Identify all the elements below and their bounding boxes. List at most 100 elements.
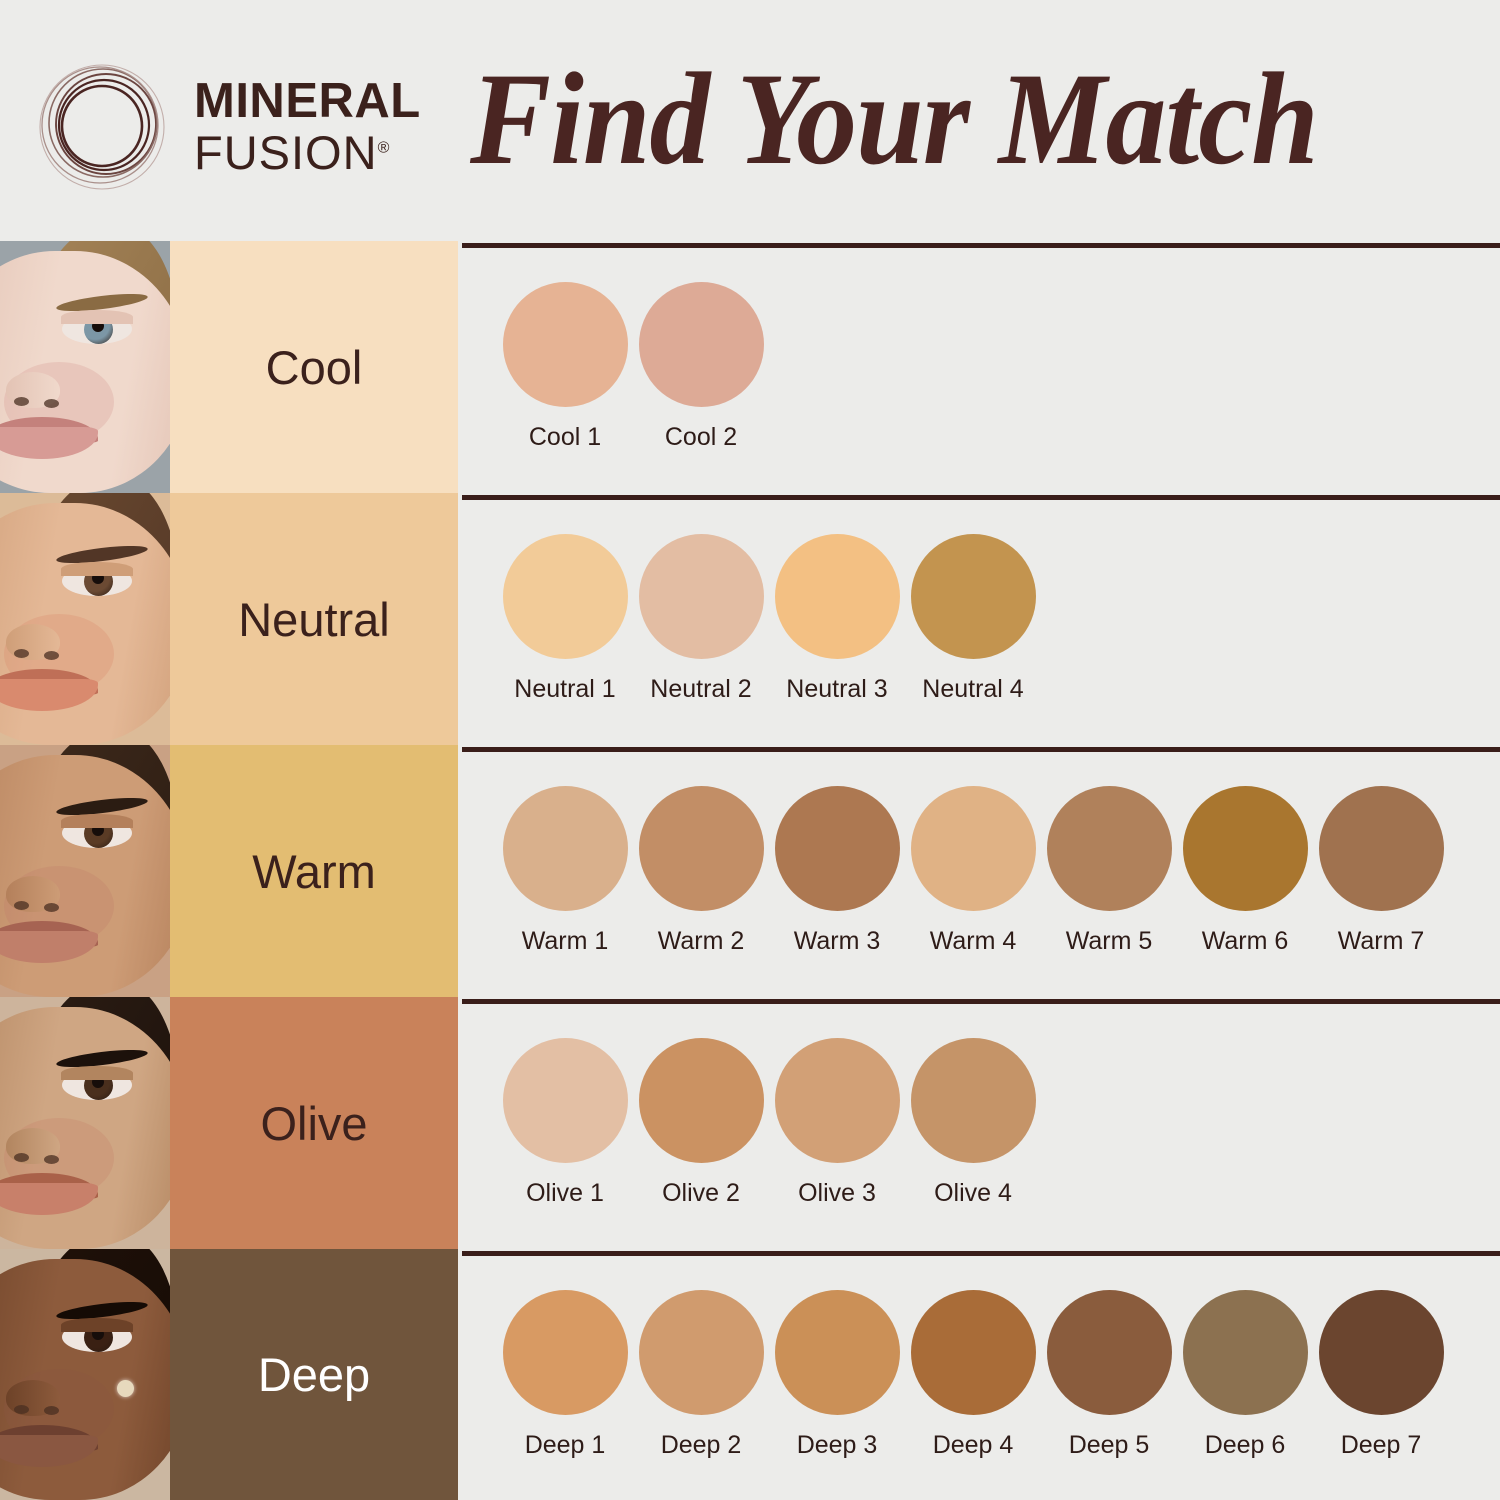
shade-label: Warm 1 — [521, 927, 609, 955]
shade-swatch[interactable] — [774, 534, 900, 659]
shade-label: Deep 2 — [660, 1430, 742, 1459]
shade-label: Warm 7 — [1337, 927, 1425, 955]
shade-swatch[interactable] — [638, 282, 764, 407]
shade-swatch[interactable] — [1318, 1289, 1444, 1415]
swatch-cell[interactable]: Deep 3 — [769, 1289, 905, 1460]
model-photo-neutral — [0, 493, 170, 745]
shade-label: Neutral 4 — [922, 675, 1024, 703]
brand-name-secondary: FUSION® — [194, 129, 421, 176]
swatch-cell[interactable]: Neutral 1 — [497, 534, 633, 704]
shade-swatch[interactable] — [1046, 786, 1172, 911]
swatch-cell[interactable]: Neutral 4 — [905, 534, 1041, 704]
nostril — [14, 649, 29, 659]
swatch-cell[interactable]: Warm 3 — [769, 786, 905, 956]
swatch-cell[interactable]: Olive 1 — [497, 1038, 633, 1208]
swatch-cell[interactable]: Deep 6 — [1177, 1289, 1313, 1460]
swatch-cell[interactable]: Deep 1 — [497, 1289, 633, 1460]
shade-swatch[interactable] — [1182, 786, 1308, 911]
swatch-cell[interactable]: Olive 2 — [633, 1038, 769, 1208]
shade-swatch[interactable] — [910, 534, 1036, 659]
shade-swatch[interactable] — [502, 1289, 628, 1415]
swatch-strip: Deep 1 Deep 2 Deep 3 Deep 4 Deep 5 Deep … — [497, 1249, 1449, 1500]
undertone-band-deep[interactable]: Deep — [170, 1249, 458, 1500]
swatch-cell[interactable]: Warm 7 — [1313, 786, 1449, 956]
shade-label: Deep 3 — [796, 1430, 878, 1459]
swatch-cell[interactable]: Cool 1 — [497, 282, 633, 452]
registered-mark-icon: ® — [377, 138, 391, 156]
model-portrait — [0, 241, 170, 493]
shade-swatch[interactable] — [774, 1289, 900, 1415]
shade-swatch[interactable] — [1318, 786, 1444, 911]
earring-icon — [117, 1379, 134, 1397]
shade-swatch[interactable] — [910, 1289, 1036, 1415]
swatch-area-neutral: Neutral 1 Neutral 2 Neutral 3 Neutral 4 — [462, 493, 1500, 745]
swatch-area-deep: Deep 1 Deep 2 Deep 3 Deep 4 Deep 5 Deep … — [462, 1249, 1500, 1500]
swatch-cell[interactable]: Olive 3 — [769, 1038, 905, 1208]
shade-label: Olive 1 — [526, 1179, 604, 1207]
brand-lockup: MINERAL FUSION® — [38, 62, 421, 190]
model-photo-olive — [0, 997, 170, 1249]
model-portrait — [0, 493, 170, 745]
swatch-area-olive: Olive 1 Olive 2 Olive 3 Olive 4 — [462, 997, 1500, 1249]
shade-swatch[interactable] — [502, 534, 628, 659]
swatch-cell[interactable]: Cool 2 — [633, 282, 769, 452]
shade-swatch[interactable] — [1046, 1289, 1172, 1415]
swatch-cell[interactable]: Neutral 3 — [769, 534, 905, 704]
shade-label: Neutral 1 — [514, 675, 616, 703]
model-portrait — [0, 997, 170, 1249]
swatch-cell[interactable]: Warm 6 — [1177, 786, 1313, 956]
shade-swatch[interactable] — [502, 282, 628, 407]
nostril — [14, 1404, 29, 1414]
undertone-band-cool[interactable]: Cool — [170, 241, 458, 493]
nostril — [14, 901, 29, 911]
swatch-cell[interactable]: Warm 5 — [1041, 786, 1177, 956]
eyelid — [61, 1066, 133, 1081]
model-photo-deep — [0, 1249, 170, 1500]
shade-swatch[interactable] — [910, 1038, 1036, 1163]
eyelid — [61, 814, 133, 829]
swatch-cell[interactable]: Deep 4 — [905, 1289, 1041, 1460]
row-divider — [462, 495, 1500, 500]
swatch-cell[interactable]: Warm 1 — [497, 786, 633, 956]
shade-swatch[interactable] — [638, 1038, 764, 1163]
swatch-strip: Olive 1 Olive 2 Olive 3 Olive 4 — [497, 997, 1041, 1249]
shade-swatch[interactable] — [502, 1038, 628, 1163]
shade-swatch[interactable] — [910, 786, 1036, 911]
shade-swatch[interactable] — [774, 1038, 900, 1163]
shade-swatch[interactable] — [638, 786, 764, 911]
shade-row-deep: Deep Deep 1 Deep 2 Deep 3 Deep 4 De — [0, 1249, 1500, 1500]
shade-swatch[interactable] — [1182, 1289, 1308, 1415]
swatch-cell[interactable]: Deep 2 — [633, 1289, 769, 1460]
undertone-band-warm[interactable]: Warm — [170, 745, 458, 997]
shade-swatch[interactable] — [502, 786, 628, 911]
shade-label: Warm 3 — [793, 927, 881, 955]
shade-swatch[interactable] — [774, 786, 900, 911]
row-divider — [462, 747, 1500, 752]
shade-swatch[interactable] — [638, 1289, 764, 1415]
shade-label: Warm 2 — [657, 927, 745, 955]
swatch-cell[interactable]: Warm 2 — [633, 786, 769, 956]
swatch-cell[interactable]: Warm 4 — [905, 786, 1041, 956]
shade-label: Deep 1 — [524, 1430, 606, 1459]
shade-label: Cool 1 — [528, 423, 602, 451]
page-header: MINERAL FUSION® Find Your Match — [0, 0, 1500, 241]
nostril — [44, 650, 59, 660]
swatch-cell[interactable]: Deep 5 — [1041, 1289, 1177, 1460]
row-divider — [462, 1251, 1500, 1256]
swatch-cell[interactable]: Deep 7 — [1313, 1289, 1449, 1460]
swatch-cell[interactable]: Neutral 2 — [633, 534, 769, 704]
shade-row-cool: Cool Cool 1 Cool 2 — [0, 241, 1500, 493]
undertone-name: Neutral — [238, 592, 390, 646]
eyelid — [61, 310, 133, 325]
shade-label: Neutral 3 — [786, 675, 888, 703]
shade-swatch[interactable] — [638, 534, 764, 659]
swatch-cell[interactable]: Olive 4 — [905, 1038, 1041, 1208]
brand-name-secondary-text: FUSION — [194, 125, 378, 179]
nostril — [14, 1153, 29, 1163]
nostril — [44, 1154, 59, 1164]
eyelid — [61, 1318, 133, 1333]
shade-label: Warm 6 — [1201, 927, 1289, 955]
undertone-band-neutral[interactable]: Neutral — [170, 493, 458, 745]
undertone-band-olive[interactable]: Olive — [170, 997, 458, 1249]
